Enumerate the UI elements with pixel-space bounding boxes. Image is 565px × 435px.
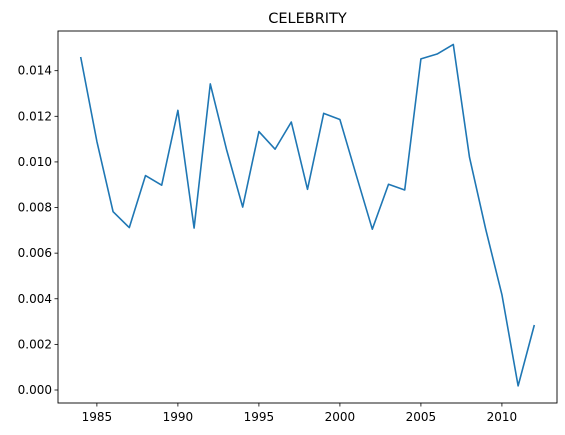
x-tick-label: 2005 [406,410,437,424]
series-layer [79,43,536,387]
x-tick-label: 1985 [82,410,113,424]
x-axis: 1985 1990 1995 2000 2005 2010 [82,403,518,424]
plot-frame [57,30,558,404]
x-tick-label: 2010 [487,410,518,424]
x-tick-label: 2000 [325,410,356,424]
y-tick-label: 0.002 [18,337,52,351]
x-tick-label: 1995 [244,410,275,424]
x-tick-label: 1990 [163,410,194,424]
y-tick-label: 0.006 [18,246,52,260]
y-tick-label: 0.014 [18,64,52,78]
y-tick-label: 0.008 [18,201,52,215]
y-tick-label: 0.004 [18,292,52,306]
y-tick-label: 0.000 [18,383,52,397]
series-line [79,43,536,387]
y-tick-label: 0.010 [18,155,52,169]
chart-title: CELEBRITY [268,11,347,27]
y-axis: 0.000 0.002 0.004 0.006 0.008 0.010 0.012 0.014 [18,64,58,397]
y-tick-label: 0.012 [18,109,52,123]
